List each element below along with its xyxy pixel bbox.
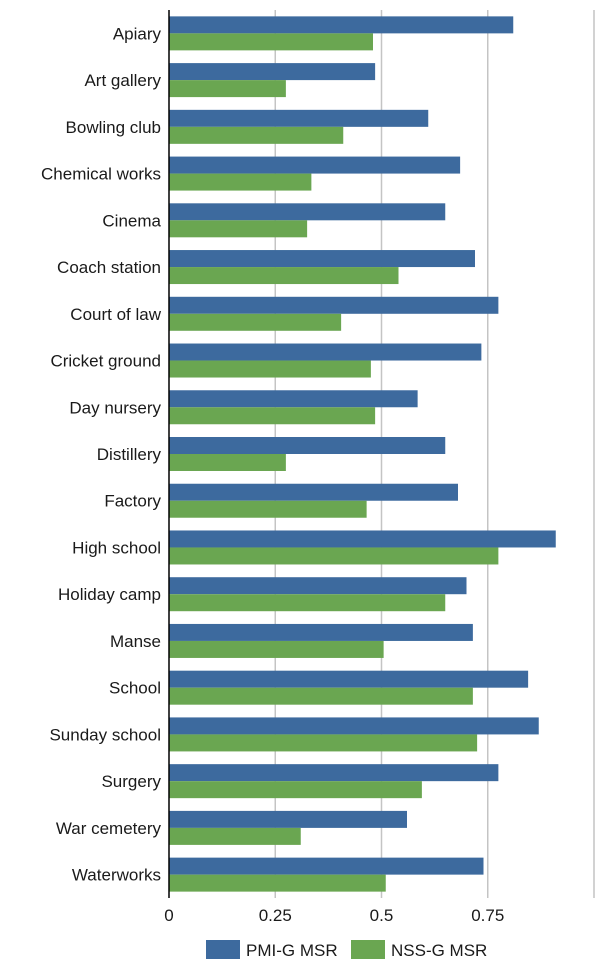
category-label-4: Cinema: [102, 211, 161, 230]
category-label-10: Factory: [104, 492, 161, 511]
bar-pmi-16: [169, 764, 499, 782]
x-tick-label-1: 0.25: [259, 906, 292, 925]
bar-pmi-8: [169, 390, 418, 408]
bar-nss-8: [169, 407, 376, 425]
category-label-17: War cemetery: [56, 819, 162, 838]
x-tick-label-0: 0: [164, 906, 173, 925]
bar-pmi-6: [169, 296, 499, 314]
bars: [169, 16, 556, 892]
category-label-3: Chemical works: [41, 165, 161, 184]
bar-pmi-12: [169, 577, 467, 595]
bar-nss-6: [169, 313, 342, 331]
category-label-11: High school: [72, 538, 161, 557]
bar-pmi-0: [169, 16, 514, 34]
bar-pmi-11: [169, 530, 556, 548]
category-label-12: Holiday camp: [58, 585, 161, 604]
category-label-5: Coach station: [57, 258, 161, 277]
category-label-14: School: [109, 679, 161, 698]
bar-nss-9: [169, 454, 286, 471]
bar-pmi-13: [169, 623, 473, 641]
bar-pmi-1: [169, 63, 376, 81]
legend-label-pmi: PMI-G MSR: [246, 941, 338, 960]
bar-nss-4: [169, 220, 308, 238]
bar-nss-14: [169, 687, 473, 705]
bar-nss-2: [169, 126, 344, 144]
bar-nss-13: [169, 640, 384, 658]
bar-nss-0: [169, 33, 373, 51]
x-tick-label-3: 0.75: [471, 906, 504, 925]
bar-pmi-10: [169, 483, 458, 501]
bar-pmi-15: [169, 717, 539, 735]
legend-swatch-nss: [351, 940, 385, 959]
category-label-6: Court of law: [70, 305, 161, 324]
bar-nss-16: [169, 781, 422, 799]
category-label-2: Bowling club: [66, 118, 161, 137]
bar-nss-7: [169, 360, 371, 378]
bar-pmi-17: [169, 810, 407, 828]
category-label-18: Waterworks: [72, 866, 161, 885]
bar-nss-10: [169, 500, 367, 518]
category-label-16: Surgery: [101, 772, 161, 791]
category-label-0: Apiary: [113, 24, 162, 43]
bar-pmi-18: [169, 857, 484, 875]
category-label-15: Sunday school: [49, 725, 161, 744]
bar-nss-1: [169, 80, 286, 98]
bar-nss-18: [169, 874, 386, 892]
category-labels: Apiary Art gallery Bowling club Chemical wo…: [41, 24, 162, 884]
bar-nss-3: [169, 173, 312, 191]
bar-pmi-3: [169, 156, 461, 174]
legend-label-nss: NSS-G MSR: [391, 941, 487, 960]
bar-pmi-4: [169, 203, 446, 221]
category-label-8: Day nursery: [69, 398, 161, 417]
bar-pmi-2: [169, 109, 429, 127]
x-tick-label-2: 0.5: [370, 906, 394, 925]
category-label-9: Distillery: [97, 445, 162, 464]
legend: PMI-G MSR NSS-G MSR: [206, 940, 487, 960]
category-label-1: Art gallery: [84, 71, 161, 90]
bar-nss-17: [169, 827, 301, 845]
bar-nss-12: [169, 594, 446, 612]
legend-swatch-pmi: [206, 940, 240, 959]
bar-pmi-14: [169, 670, 529, 688]
category-label-13: Manse: [110, 632, 161, 651]
bar-pmi-5: [169, 250, 475, 268]
bar-pmi-9: [169, 437, 446, 454]
bar-pmi-7: [169, 343, 482, 361]
category-label-7: Cricket ground: [50, 352, 161, 371]
bar-nss-11: [169, 547, 499, 565]
bar-nss-5: [169, 267, 399, 285]
x-tick-labels: 00.250.50.751: [164, 906, 595, 925]
bar-nss-15: [169, 734, 478, 752]
